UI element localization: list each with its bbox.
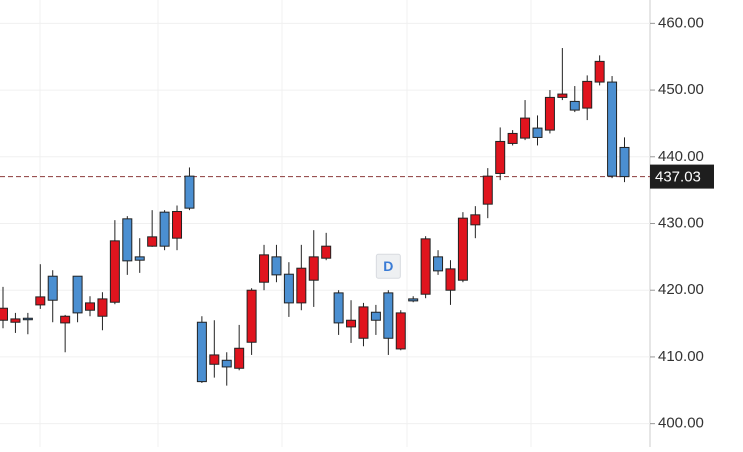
candle-body: [283, 273, 294, 304]
candle-body: [22, 317, 33, 321]
candle-body: [109, 240, 120, 303]
y-tick-label: 460.00: [658, 14, 704, 31]
candle-body: [544, 96, 555, 131]
candle-body: [122, 218, 133, 262]
last-price-label: 437.03: [655, 169, 701, 186]
candle-body: [482, 175, 493, 205]
candle-body: [196, 321, 207, 383]
candle-body: [495, 140, 506, 174]
candle-body: [520, 117, 531, 139]
candle-body: [346, 319, 357, 328]
y-tick-label: 420.00: [658, 281, 704, 298]
candle-body: [221, 359, 232, 368]
candle-body: [433, 256, 444, 272]
candle-body: [246, 289, 257, 343]
last-price-box: [650, 164, 714, 189]
annotation-text: D: [383, 258, 393, 274]
candle-body: [507, 132, 518, 144]
candle-body: [607, 81, 618, 177]
candle-body: [557, 93, 568, 98]
y-tick-label: 410.00: [658, 348, 704, 365]
candle-body: [308, 256, 319, 281]
candle-body: [333, 292, 344, 324]
y-tick-label: 400.00: [658, 415, 704, 432]
candle-body: [172, 210, 183, 239]
candle-body: [271, 256, 282, 276]
candle-body: [134, 256, 145, 261]
candle-body: [594, 60, 605, 83]
candle-body: [296, 267, 307, 304]
candle-body: [420, 238, 431, 295]
candle-body: [445, 268, 456, 291]
candle-body: [234, 347, 245, 369]
candle-body: [408, 298, 419, 302]
candle-body: [10, 318, 21, 323]
candle-body: [532, 127, 543, 138]
candle-body: [619, 146, 630, 178]
candle-body: [395, 312, 406, 350]
candle-body: [358, 306, 369, 339]
candle-body: [569, 100, 580, 111]
y-tick-label: 430.00: [658, 214, 704, 231]
y-tick-label: 440.00: [658, 148, 704, 165]
candle-body: [209, 354, 220, 365]
candle-body: [159, 211, 170, 247]
candle-body: [60, 315, 71, 324]
candle-body: [85, 302, 96, 311]
annotation-badge: [375, 253, 401, 279]
candle-body: [470, 214, 481, 226]
candle-body: [72, 275, 83, 314]
candle-body: [184, 175, 195, 209]
candle-body: [47, 275, 58, 301]
candle-body: [97, 298, 108, 317]
candle-body: [582, 80, 593, 109]
candle-body: [457, 217, 468, 281]
candle-body: [147, 236, 158, 247]
candle-body: [370, 311, 381, 321]
y-tick-label: 450.00: [658, 81, 704, 98]
candle-body: [35, 296, 46, 306]
candle-body: [383, 292, 394, 339]
candle-body: [259, 254, 270, 283]
candle-body: [0, 307, 8, 321]
candle-body: [321, 245, 332, 259]
